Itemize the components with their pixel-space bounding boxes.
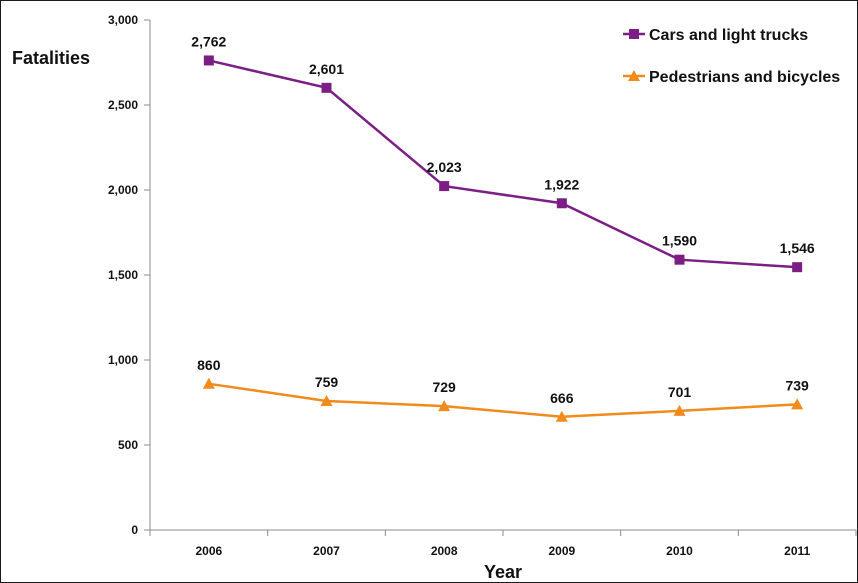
data-label: 2,762: [191, 33, 226, 49]
data-point-triangle: [438, 400, 451, 412]
x-tick-label: 2008: [431, 544, 458, 558]
data-label: 739: [785, 377, 809, 393]
y-axis-title: Fatalities: [12, 48, 90, 68]
legend-marker-triangle: [628, 70, 640, 81]
data-label: 860: [197, 357, 221, 373]
y-tick-label: 1,500: [108, 268, 138, 282]
data-point-triangle: [673, 404, 686, 416]
data-point-triangle: [202, 377, 215, 389]
data-label: 1,590: [662, 233, 697, 249]
data-point-triangle: [320, 394, 333, 406]
data-point-triangle: [555, 410, 568, 422]
data-point-square: [556, 198, 567, 209]
data-label: 1,922: [544, 176, 579, 192]
data-label: 759: [315, 374, 339, 390]
series-line-0: [208, 59, 798, 269]
legend-label: Pedestrians and bicycles: [649, 69, 840, 86]
x-tick-label: 2009: [548, 544, 575, 558]
data-point-square: [321, 82, 332, 93]
y-tick-label: 1,000: [108, 353, 138, 367]
y-tick-label: 2,000: [108, 183, 138, 197]
y-tick-label: 0: [131, 523, 138, 537]
data-point-square: [439, 181, 450, 192]
data-point-triangle: [791, 398, 804, 410]
data-point-square: [674, 254, 685, 265]
chart-axes: 0 500 1,000 1,500 2,000 2,500 3,000 2006 2007 200…: [108, 13, 857, 558]
x-axis-title: Year: [484, 562, 522, 582]
data-point-square: [792, 262, 803, 273]
legend-marker-square: [629, 29, 639, 39]
data-point-square: [203, 55, 214, 66]
x-tick-label: 2007: [313, 544, 340, 558]
y-tick-label: 2,500: [108, 98, 138, 112]
data-label: 701: [668, 384, 692, 400]
y-tick-label: 500: [118, 438, 138, 452]
x-tick-label: 2011: [784, 544, 810, 558]
plot-area: 2,762 2,601 2,023 1,922 1,590 1,546 860 759 729 6…: [191, 33, 815, 422]
series-line-1: [208, 382, 798, 419]
legend: Cars and light trucks Pedestrians and bic…: [623, 27, 840, 86]
data-label: 2,023: [427, 159, 462, 175]
x-tick-label: 2006: [195, 544, 222, 558]
x-tick-label: 2010: [666, 544, 693, 558]
data-label: 2,601: [309, 61, 344, 77]
y-tick-label: 3,000: [108, 13, 138, 27]
data-label: 1,546: [780, 240, 815, 256]
data-label: 666: [550, 390, 574, 406]
legend-label: Cars and light trucks: [649, 27, 808, 44]
data-label: 729: [432, 379, 456, 395]
